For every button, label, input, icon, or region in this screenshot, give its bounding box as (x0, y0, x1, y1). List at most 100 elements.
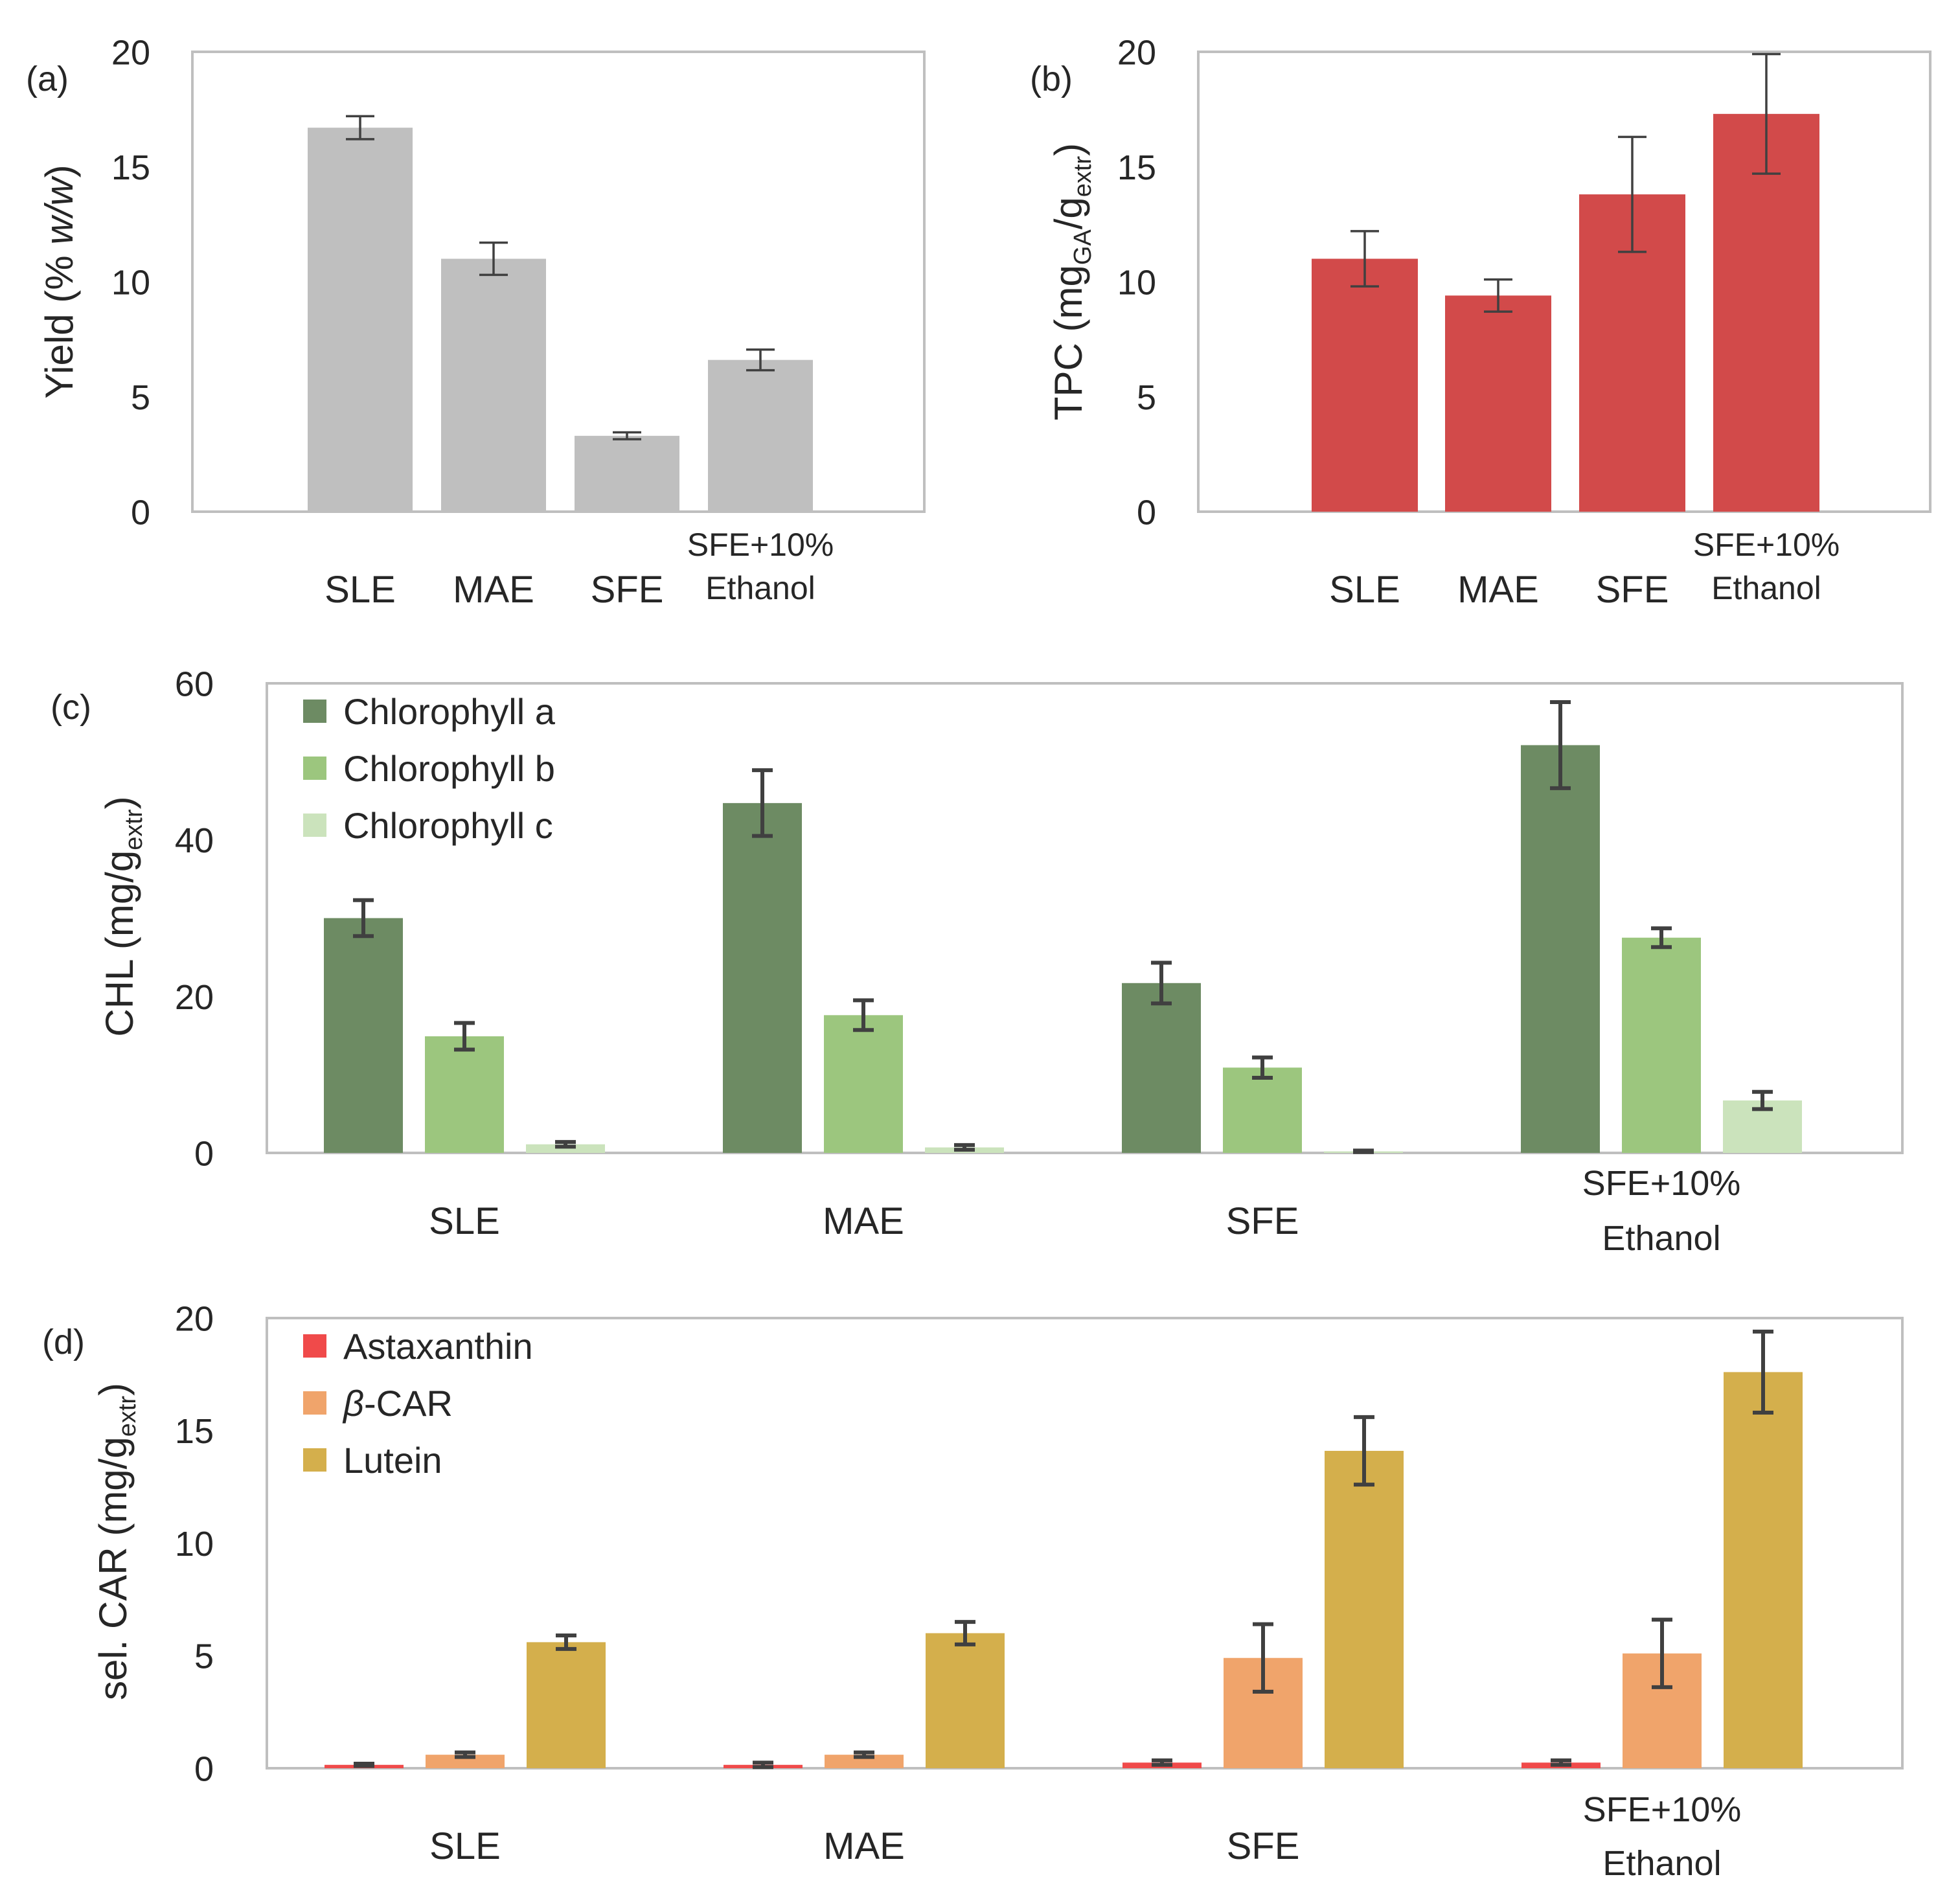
bar (441, 258, 546, 512)
bar (527, 1642, 606, 1768)
y-tick-label: 15 (111, 148, 150, 187)
panel-a-x-categories: SLE MAE SFE SFE+10% Ethanol (325, 527, 834, 611)
panel-c-x-categories: SLE MAE SFE SFE+10% Ethanol (429, 1164, 1740, 1258)
legend-label: Lutein (343, 1440, 442, 1481)
error-bar (1350, 230, 1379, 288)
bar (926, 1633, 1005, 1768)
panel-b-y-ticks: 0 5 10 15 20 (1117, 33, 1156, 532)
panel-d-y-axis-label: sel. CAR (mg/gextr) (91, 1383, 141, 1700)
error-bar (746, 348, 775, 372)
bar (708, 359, 813, 512)
bar (824, 1015, 903, 1153)
panel-c-y-ticks: 0 20 40 60 (175, 665, 214, 1173)
error-bar (854, 1750, 874, 1759)
error-bar (1550, 700, 1571, 790)
error-bar (752, 768, 773, 838)
error-bar (954, 1143, 975, 1152)
error-bar (1152, 1758, 1172, 1767)
error-bar (1354, 1415, 1374, 1487)
panel-a-bars (308, 115, 813, 512)
x-category-label: MAE (823, 1825, 905, 1867)
error-bar (1353, 1148, 1374, 1154)
bar (324, 918, 403, 1153)
x-category-label: Ethanol (1711, 570, 1821, 606)
panel-c-plot-area (266, 682, 1904, 1154)
panel-a-label: (a) (26, 60, 69, 98)
panel-b-y-axis-label: TPC (mgGA/gextr) (1047, 143, 1097, 420)
y-tick-label: 0 (1137, 493, 1156, 532)
x-category-label: SLE (325, 569, 396, 611)
panel-a-y-axis-label: Yield (% w/w) (38, 165, 81, 398)
x-category-label: SFE+10% (1583, 1790, 1742, 1829)
legend-swatch (303, 1391, 326, 1415)
error-bar (556, 1633, 576, 1651)
y-tick-label: 10 (175, 1525, 214, 1564)
x-category-label: Ethanol (1602, 1844, 1721, 1883)
legend-swatch (303, 1334, 326, 1358)
y-tick-label: 60 (175, 665, 214, 703)
error-bar (555, 1140, 576, 1149)
bar (1122, 983, 1201, 1153)
x-category-label: MAE (823, 1200, 904, 1242)
bar (723, 803, 802, 1153)
x-category-label: SFE (1226, 1200, 1299, 1242)
error-bar (613, 431, 641, 440)
panel-b-x-categories: SLE MAE SFE SFE+10% Ethanol (1329, 527, 1840, 611)
bar (1622, 937, 1701, 1153)
y-tick-label: 10 (1117, 263, 1156, 302)
bar (1325, 1451, 1404, 1768)
y-tick-label: 0 (194, 1749, 214, 1788)
legend-label: Astaxanthin (343, 1326, 533, 1367)
error-bar (1484, 278, 1512, 313)
panel-b-tpc-chart: (b) 0 5 10 15 20 SLE MAE SFE SFE+10% Ethanol TPC… (1030, 33, 1932, 611)
y-tick-label: 5 (131, 378, 150, 417)
panel-d-carotenoid-chart: (d) 0 5 10 15 20 SLE MAE SFE SFE+10% Ethanol Ast… (42, 1299, 1904, 1883)
x-category-label: MAE (1457, 569, 1539, 611)
bar (575, 435, 679, 512)
legend-label: Chlorophyll b (343, 748, 555, 789)
panel-b-bars (1312, 52, 1819, 512)
error-bar (1151, 961, 1172, 1006)
legend-swatch (303, 757, 326, 780)
y-tick-label: 0 (131, 493, 150, 532)
error-bar (1618, 135, 1647, 253)
bar (1445, 295, 1551, 512)
panel-c-label: (c) (51, 688, 91, 727)
x-category-label: Ethanol (705, 570, 815, 606)
panel-c-chlorophyll-chart: (c) 0 20 40 60 SLE MAE SFE SFE+10% Ethanol Chlo… (51, 665, 1904, 1258)
legend-label: Chlorophyll c (343, 805, 553, 846)
legend-label: β-CAR (342, 1383, 453, 1424)
legend-swatch (303, 700, 326, 723)
y-tick-label: 5 (1137, 378, 1156, 417)
x-category-label: SFE (1596, 569, 1669, 611)
error-bar (354, 1762, 374, 1768)
bar (1724, 1372, 1803, 1768)
error-bar (1551, 1758, 1571, 1767)
error-bar (479, 241, 508, 277)
y-tick-label: 0 (194, 1134, 214, 1173)
error-bar (455, 1750, 475, 1759)
panel-d-x-categories: SLE MAE SFE SFE+10% Ethanol (429, 1790, 1741, 1883)
panel-d-bars (325, 1329, 1803, 1770)
y-tick-label: 20 (175, 978, 214, 1017)
x-category-label: SLE (429, 1825, 501, 1867)
panel-c-bars (324, 700, 1802, 1154)
y-tick-label: 15 (175, 1412, 214, 1451)
error-bar (346, 115, 374, 141)
panel-d-y-ticks: 0 5 10 15 20 (175, 1299, 214, 1788)
panel-c-legend: Chlorophyll a Chlorophyll b Chlorophyll c (303, 691, 556, 846)
x-category-label: SLE (429, 1200, 500, 1242)
x-category-label: MAE (453, 569, 534, 611)
y-tick-label: 20 (111, 33, 150, 72)
error-bar (753, 1760, 773, 1770)
bar (1521, 745, 1600, 1153)
bar (825, 1755, 904, 1768)
y-tick-label: 10 (111, 263, 150, 302)
error-bar (1651, 926, 1672, 950)
y-tick-label: 5 (194, 1637, 214, 1676)
y-tick-label: 40 (175, 821, 214, 860)
error-bar (1753, 1329, 1773, 1415)
y-tick-label: 20 (1117, 33, 1156, 72)
legend-swatch (303, 1448, 326, 1472)
